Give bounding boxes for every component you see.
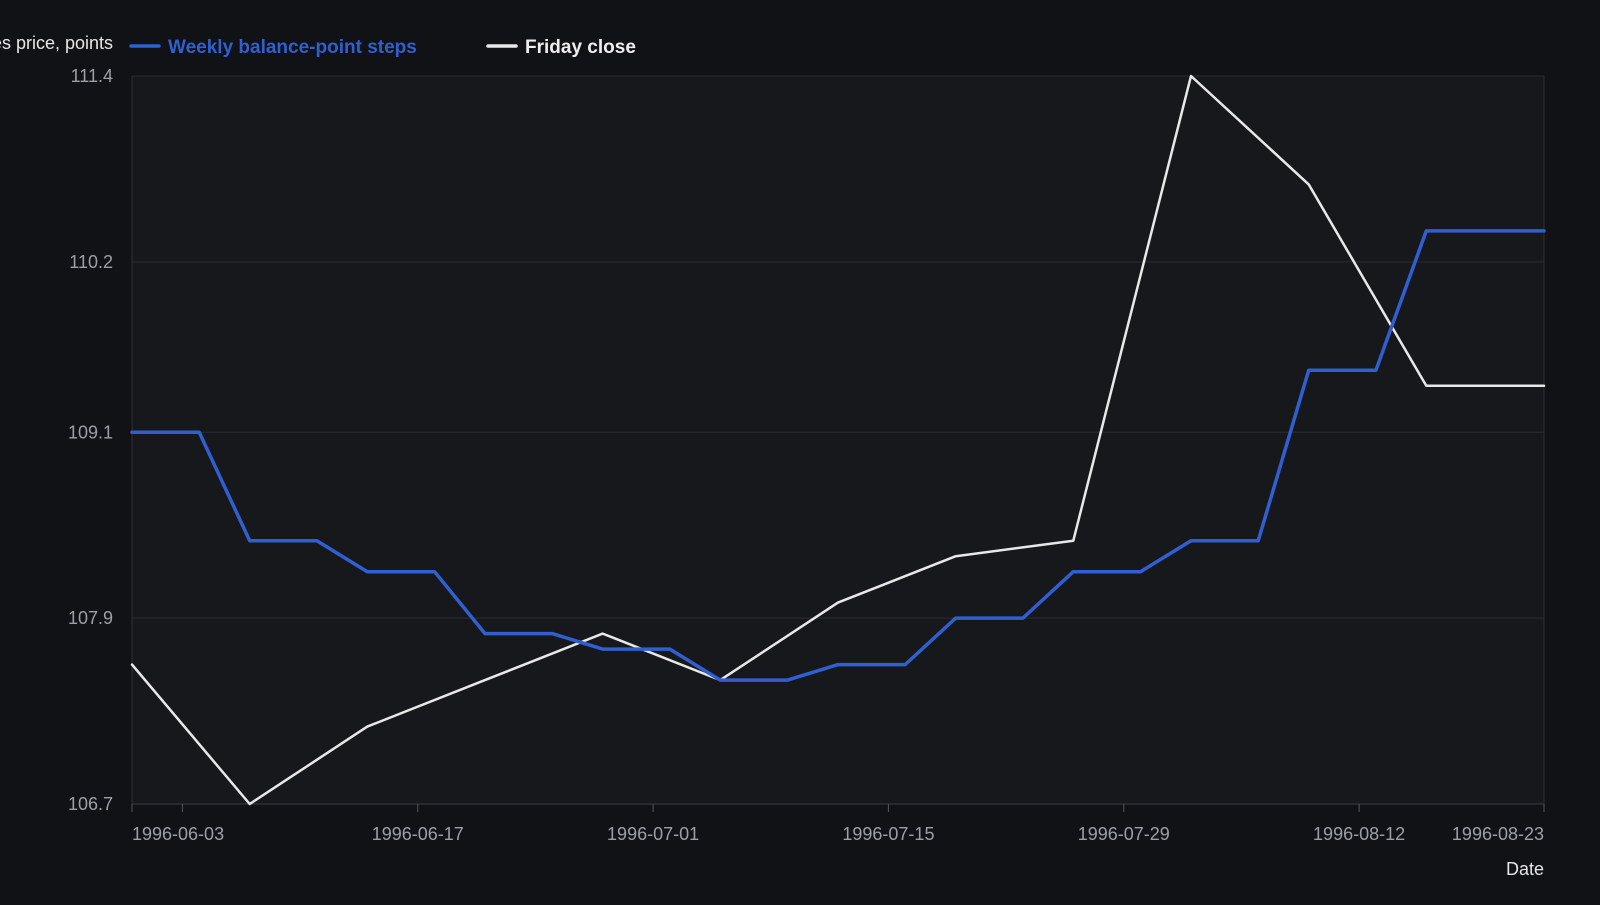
x-tick-label: 1996-08-23	[1452, 824, 1544, 844]
y-tick-label: 106.7	[68, 794, 113, 814]
series-lines	[130, 74, 1546, 806]
y-tick-label: 109.1	[68, 422, 113, 442]
x-tick-label: 1996-06-03	[132, 824, 224, 844]
x-tick-label: 1996-08-12	[1313, 824, 1405, 844]
legend-label: Weekly balance-point steps	[168, 37, 417, 58]
y-tick-label: 110.2	[69, 252, 113, 272]
x-tick-label: 1996-07-15	[842, 824, 934, 844]
series-line-friday-close	[130, 74, 1546, 806]
x-tick-label: 1996-06-17	[372, 824, 464, 844]
series-line-weekly-balance-point-steps	[130, 229, 1546, 682]
y-axis-title: Futures price, points	[0, 33, 113, 53]
plot-background	[132, 76, 1544, 804]
y-tick-label: 111.4	[71, 66, 113, 86]
x-tick-label: 1996-07-01	[607, 824, 699, 844]
x-tick-label: 1996-07-29	[1078, 824, 1170, 844]
legend: Weekly balance-point steps Friday close	[129, 37, 636, 58]
y-tick-label: 107.9	[68, 608, 113, 628]
legend-label: Friday close	[525, 37, 636, 58]
axes: 106.7 107.9 109.1 110.2 111.4 1996-06-03 1996-…	[68, 66, 1545, 844]
x-axis-title: Date	[1506, 859, 1544, 879]
